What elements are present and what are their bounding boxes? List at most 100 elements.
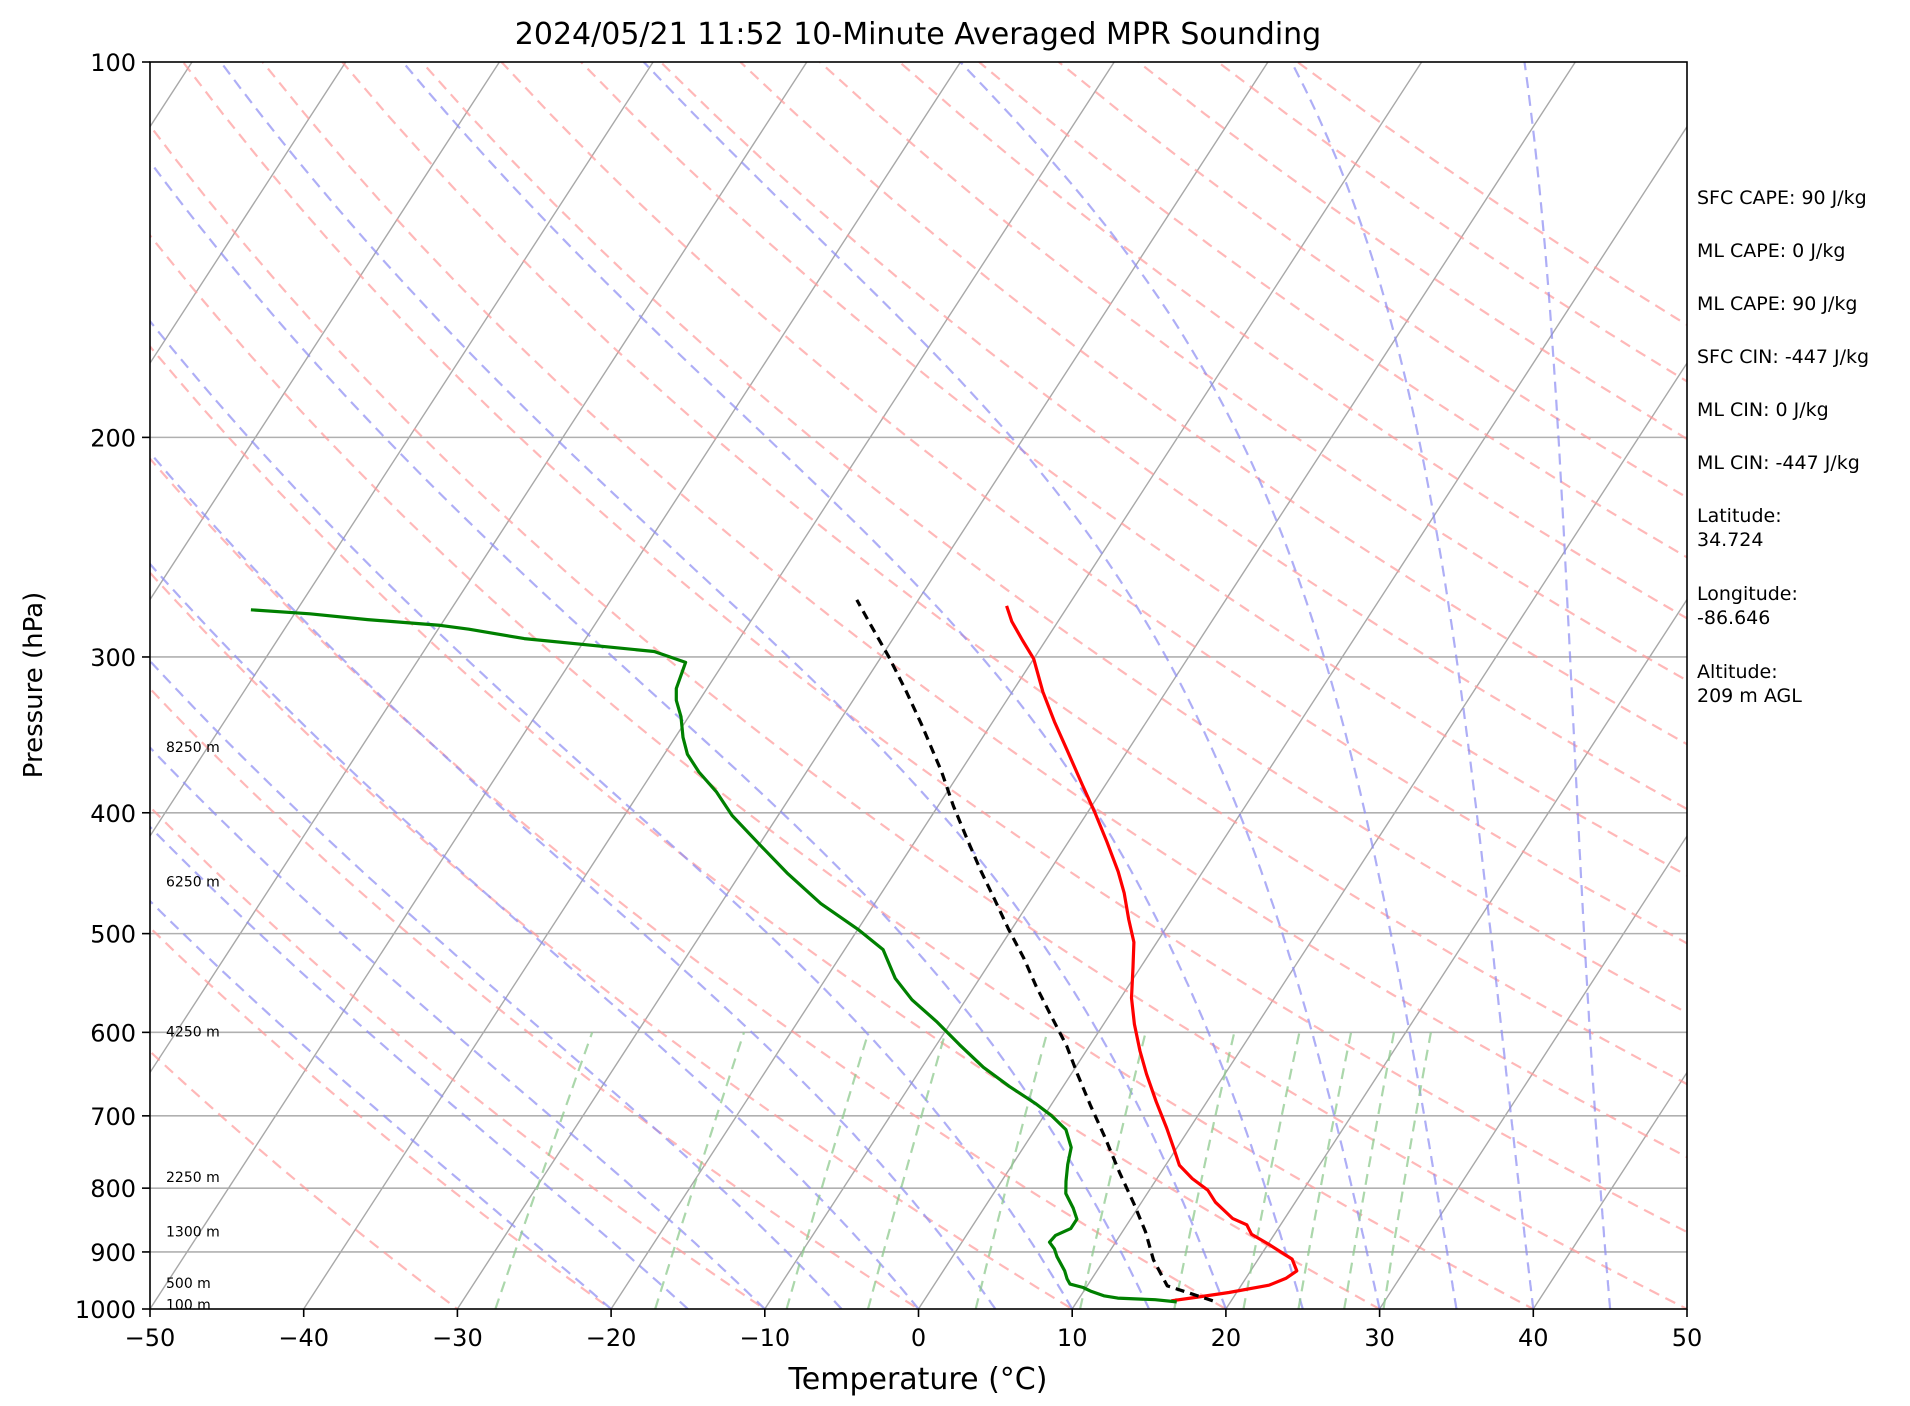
ml-cape-2-text: ML CAPE: 90 J/kg bbox=[1697, 293, 1858, 315]
moist-adiabat-line bbox=[150, 562, 920, 1309]
y-tick-label: 100 bbox=[90, 49, 136, 77]
height-labels: 8250 m 6250 m 4250 m 2250 m 1300 m 500 m 100 m bbox=[166, 740, 220, 1314]
mixing-ratio-line bbox=[1242, 1032, 1301, 1309]
ml-cin-2-text: ML CIN: -447 J/kg bbox=[1697, 452, 1860, 474]
axes: −50 −40 −30 −20 −10 0 10 20 30 40 50 100 200 300 400 50… bbox=[75, 49, 1702, 1352]
dry-adiabat-line bbox=[580, 62, 1687, 877]
mixing-ratio-line bbox=[1297, 1032, 1353, 1309]
latitude-label: Latitude: bbox=[1697, 505, 1782, 527]
sfc-cape-text: SFC CAPE: 90 J/kg bbox=[1697, 187, 1867, 209]
dry-adiabat-line bbox=[739, 62, 1687, 746]
temperature-profile-line bbox=[1005, 605, 1299, 1303]
y-tick-label: 500 bbox=[90, 921, 136, 949]
x-tick-label: −10 bbox=[739, 1324, 790, 1352]
moist-adiabat-line bbox=[150, 825, 689, 1309]
dry-adiabat-line bbox=[150, 571, 1075, 1309]
isotherm-line bbox=[150, 62, 962, 1309]
isotherm-line bbox=[456, 62, 1269, 1309]
longitude-label: Longitude: bbox=[1697, 583, 1798, 605]
mixing-ratio-line bbox=[654, 1032, 746, 1309]
x-tick-label: −20 bbox=[586, 1324, 637, 1352]
moist-adiabat-line bbox=[401, 62, 1304, 1309]
dry-adiabat-line bbox=[819, 62, 1687, 682]
ml-cin-text: ML CIN: 0 J/kg bbox=[1697, 399, 1829, 421]
y-tick-label: 300 bbox=[90, 644, 136, 672]
x-tick-label: −40 bbox=[278, 1324, 329, 1352]
dry-adiabat-line bbox=[182, 62, 1687, 1234]
x-tick-label: 0 bbox=[911, 1324, 926, 1352]
info-panel: SFC CAPE: 90 J/kg ML CAPE: 0 J/kg ML CAP… bbox=[1697, 186, 1907, 738]
moist-adiabat-line bbox=[219, 62, 1227, 1309]
background-lines bbox=[150, 62, 1687, 1309]
moist-adiabat-line bbox=[150, 745, 766, 1309]
x-tick-label: 10 bbox=[1057, 1324, 1088, 1352]
x-tick-label: −30 bbox=[432, 1324, 483, 1352]
x-tick-label: 20 bbox=[1211, 1324, 1242, 1352]
height-label: 6250 m bbox=[166, 875, 220, 891]
dewpoint-profile-line bbox=[250, 608, 1177, 1304]
dry-adiabat-line bbox=[150, 233, 1536, 1309]
isotherm-line bbox=[1225, 598, 1687, 1309]
sfc-cin-text: SFC CIN: -447 J/kg bbox=[1697, 346, 1870, 368]
latitude-block: Latitude: 34.724 bbox=[1697, 504, 1907, 552]
x-tick-label: 40 bbox=[1518, 1324, 1549, 1352]
ml-cape-text: ML CAPE: 0 J/kg bbox=[1697, 240, 1846, 262]
moist-adiabat-line bbox=[1290, 62, 1535, 1309]
longitude-block: Longitude: -86.646 bbox=[1697, 582, 1907, 630]
dry-adiabat-line bbox=[150, 805, 767, 1309]
dry-adiabat-line bbox=[150, 687, 921, 1309]
moist-adiabat-line bbox=[642, 62, 1381, 1309]
mixing-ratio-line bbox=[1343, 1032, 1396, 1309]
x-tick-label: −50 bbox=[125, 1324, 176, 1352]
height-label: 8250 m bbox=[166, 740, 220, 756]
moist-adiabat-line bbox=[150, 159, 1151, 1309]
dry-adiabat-line bbox=[261, 62, 1687, 1159]
x-tick-label: 30 bbox=[1364, 1324, 1395, 1352]
isotherm-line bbox=[150, 62, 501, 601]
mixing-ratio-line bbox=[494, 1032, 594, 1309]
isotherm-line bbox=[1532, 1071, 1687, 1309]
y-tick-label: 700 bbox=[90, 1103, 136, 1131]
mixing-ratio-line bbox=[866, 1032, 947, 1309]
chart-title: 2024/05/21 11:52 10-Minute Averaged MPR … bbox=[515, 17, 1321, 52]
dry-adiabat-line bbox=[659, 62, 1687, 811]
moist-adiabat-line bbox=[1523, 62, 1612, 1309]
dry-adiabat-line bbox=[150, 1049, 460, 1309]
altitude-value: 209 m AGL bbox=[1697, 685, 1802, 707]
y-tick-label: 600 bbox=[90, 1019, 136, 1047]
height-label: 500 m bbox=[166, 1276, 211, 1292]
isotherm-line bbox=[763, 62, 1577, 1309]
y-tick-label: 400 bbox=[90, 800, 136, 828]
height-label: 100 m bbox=[166, 1298, 211, 1314]
height-label: 4250 m bbox=[166, 1024, 220, 1040]
mixing-ratio-line bbox=[974, 1032, 1049, 1309]
y-tick-label: 1000 bbox=[75, 1296, 136, 1324]
mixing-ratio-line bbox=[785, 1032, 870, 1309]
moist-adiabat-line bbox=[150, 899, 612, 1309]
x-tick-label: 50 bbox=[1672, 1324, 1703, 1352]
y-tick-label: 200 bbox=[90, 424, 136, 452]
y-axis-label: Pressure (hPa) bbox=[19, 592, 49, 779]
isotherm-line bbox=[150, 62, 808, 1074]
longitude-value: -86.646 bbox=[1697, 607, 1771, 629]
mixing-ratio-line bbox=[1079, 1032, 1147, 1309]
mixing-ratio-line bbox=[1173, 1032, 1236, 1309]
y-tick-label: 900 bbox=[90, 1239, 136, 1267]
altitude-block: Altitude: 209 m AGL bbox=[1697, 660, 1907, 708]
isotherm-line bbox=[150, 62, 347, 365]
y-tick-label: 800 bbox=[90, 1175, 136, 1203]
dry-adiabat-line bbox=[420, 62, 1687, 1015]
parcel-profile-line bbox=[855, 599, 1214, 1303]
x-axis-label: Temperature (°C) bbox=[788, 1362, 1048, 1397]
dry-adiabat-line bbox=[150, 344, 1382, 1309]
moist-adiabat-line bbox=[150, 451, 997, 1309]
moist-adiabat-line bbox=[150, 659, 843, 1309]
isotherm-line bbox=[150, 62, 654, 838]
mixing-ratio-line bbox=[1382, 1032, 1432, 1309]
sounding-series bbox=[250, 599, 1299, 1304]
altitude-label: Altitude: bbox=[1697, 661, 1778, 683]
latitude-value: 34.724 bbox=[1697, 529, 1764, 551]
isotherm-line bbox=[1378, 834, 1687, 1309]
